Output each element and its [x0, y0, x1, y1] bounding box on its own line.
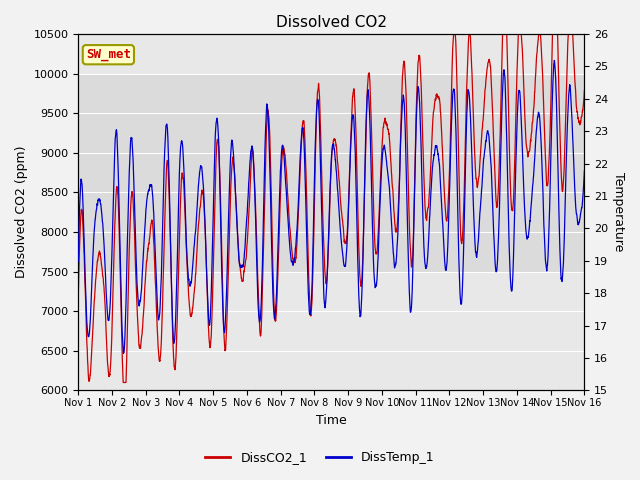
Y-axis label: Dissolved CO2 (ppm): Dissolved CO2 (ppm): [15, 146, 28, 278]
Bar: [78, 73, 584, 272]
Text: SW_met: SW_met: [86, 48, 131, 61]
Y-axis label: Temperature: Temperature: [612, 172, 625, 252]
X-axis label: Time: Time: [316, 414, 347, 427]
Legend: DissCO2_1, DissTemp_1: DissCO2_1, DissTemp_1: [200, 446, 440, 469]
Title: Dissolved CO2: Dissolved CO2: [276, 15, 387, 30]
